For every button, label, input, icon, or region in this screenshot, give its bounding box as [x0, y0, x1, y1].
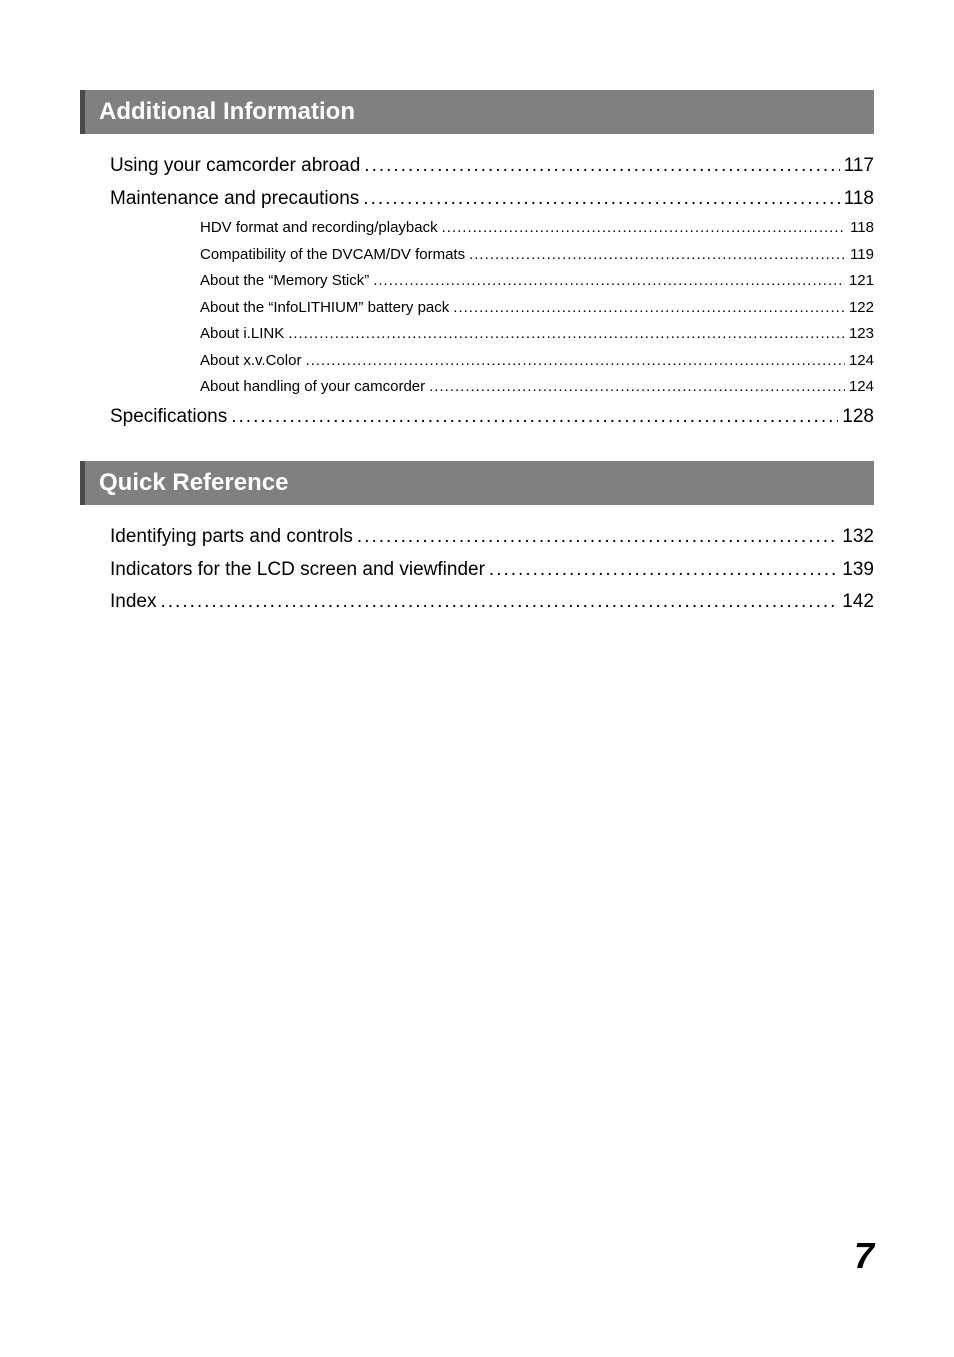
section-quick-reference: Quick Reference Identifying parts and co…: [80, 461, 874, 617]
toc-page: 117: [844, 152, 874, 181]
toc-label: About x.v.Color: [200, 350, 301, 373]
toc-entry-sub[interactable]: Compatibility of the DVCAM/DV formats 11…: [80, 244, 874, 267]
toc-dots: [373, 270, 845, 293]
toc-dots: [364, 152, 839, 181]
toc-label: Specifications: [110, 403, 227, 432]
toc-label: Index: [110, 588, 156, 617]
toc-page: 118: [850, 217, 874, 240]
toc-entry[interactable]: Specifications 128: [80, 403, 874, 432]
toc-dots: [489, 556, 838, 585]
toc-label: Identifying parts and controls: [110, 523, 353, 552]
toc-label: About i.LINK: [200, 323, 284, 346]
toc-entry[interactable]: Identifying parts and controls 132: [80, 523, 874, 552]
toc-page: 142: [842, 588, 874, 617]
toc-page: 118: [844, 185, 874, 214]
toc-page: 128: [842, 403, 874, 432]
toc-entry-sub[interactable]: About i.LINK 123: [80, 323, 874, 346]
toc-dots: [442, 217, 846, 240]
toc-label: About the “InfoLITHIUM” battery pack: [200, 297, 449, 320]
toc-entry[interactable]: Index 142: [80, 588, 874, 617]
toc-label: HDV format and recording/playback: [200, 217, 438, 240]
section-additional-information: Additional Information Using your camcor…: [80, 90, 874, 431]
toc-dots: [160, 588, 838, 617]
toc-page: 122: [849, 297, 874, 320]
toc-dots: [288, 323, 845, 346]
toc-label: Indicators for the LCD screen and viewfi…: [110, 556, 485, 585]
toc-dots: [357, 523, 838, 552]
toc-entry[interactable]: Indicators for the LCD screen and viewfi…: [80, 556, 874, 585]
section-header: Quick Reference: [80, 461, 874, 505]
toc-label: Maintenance and precautions: [110, 185, 359, 214]
toc-dots: [469, 244, 846, 267]
toc-entry-sub[interactable]: About the “Memory Stick” 121: [80, 270, 874, 293]
toc-dots: [363, 185, 839, 214]
toc-label: Compatibility of the DVCAM/DV formats: [200, 244, 465, 267]
toc-container: Additional Information Using your camcor…: [80, 90, 874, 617]
toc-label: Using your camcorder abroad: [110, 152, 360, 181]
toc-page: 132: [842, 523, 874, 552]
toc-entry[interactable]: Using your camcorder abroad 117: [80, 152, 874, 181]
toc-entry-sub[interactable]: About x.v.Color 124: [80, 350, 874, 373]
toc-entry-sub[interactable]: About the “InfoLITHIUM” battery pack 122: [80, 297, 874, 320]
toc-entry[interactable]: Maintenance and precautions 118: [80, 185, 874, 214]
toc-page: 123: [849, 323, 874, 346]
toc-page: 124: [849, 376, 874, 399]
toc-page: 121: [849, 270, 874, 293]
page-number: 7: [854, 1235, 874, 1277]
toc-label: About handling of your camcorder: [200, 376, 425, 399]
toc-dots: [231, 403, 838, 432]
toc-page: 119: [850, 244, 874, 267]
toc-dots: [305, 350, 845, 373]
toc-entry-sub[interactable]: About handling of your camcorder 124: [80, 376, 874, 399]
toc-page: 139: [842, 556, 874, 585]
toc-dots: [429, 376, 845, 399]
section-header: Additional Information: [80, 90, 874, 134]
toc-label: About the “Memory Stick”: [200, 270, 369, 293]
toc-dots: [453, 297, 845, 320]
toc-page: 124: [849, 350, 874, 373]
toc-entry-sub[interactable]: HDV format and recording/playback 118: [80, 217, 874, 240]
